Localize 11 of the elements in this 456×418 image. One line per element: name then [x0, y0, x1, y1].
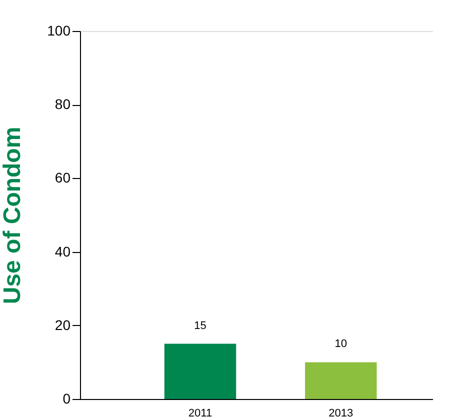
data-label: 15	[194, 320, 206, 332]
y-tick-label: 40	[54, 243, 71, 260]
y-tick-label: 100	[47, 22, 71, 38]
y-tick-label: 80	[54, 96, 71, 112]
y-tick-label: 0	[62, 390, 71, 406]
y-tick-label: 60	[54, 170, 71, 186]
data-label: 10	[334, 338, 348, 350]
x-tick-label: 2013	[328, 408, 354, 418]
x-tick-label: 2011	[188, 408, 212, 418]
y-axis-title: Use of Condom	[0, 126, 26, 304]
y-tick-label: 20	[54, 316, 71, 333]
